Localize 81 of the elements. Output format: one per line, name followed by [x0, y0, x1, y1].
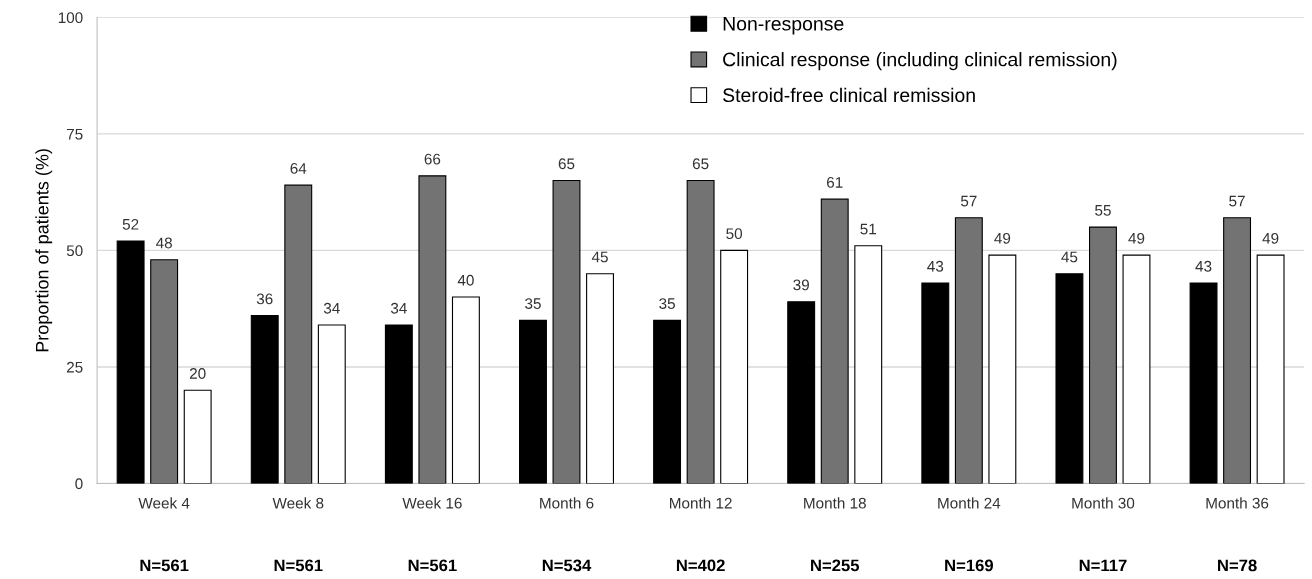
y-tick-label: 25	[66, 361, 83, 373]
bar	[820, 198, 849, 484]
bar	[518, 319, 547, 484]
bar	[1189, 282, 1218, 484]
bar	[954, 217, 983, 484]
data-label: 64	[290, 162, 307, 174]
data-label: 40	[457, 274, 474, 286]
text: N=534	[542, 559, 592, 572]
x-tick-label: Month 18	[804, 497, 866, 509]
x-tick-label: Month 24	[938, 497, 1001, 509]
text: N=169	[945, 559, 994, 572]
bar	[586, 273, 614, 484]
text: N=561	[408, 559, 457, 572]
bar	[183, 389, 212, 484]
data-label: 49	[994, 232, 1011, 244]
y-axis-title: Proportion of patients (%)	[35, 149, 53, 352]
bar	[418, 175, 447, 484]
data-label: 49	[1128, 232, 1145, 244]
legend-label: Non-response	[723, 17, 844, 35]
data-label: 35	[659, 298, 675, 309]
data-label: 55	[1095, 205, 1111, 216]
legend-label: Clinical response (including clinical remission)	[723, 52, 1117, 71]
text: N=78	[1218, 559, 1257, 572]
data-label: 50	[726, 228, 743, 240]
bar	[250, 315, 279, 484]
x-tick-label: Week 16	[402, 497, 462, 509]
data-label: 39	[793, 279, 809, 291]
data-label: 49	[1262, 232, 1279, 244]
bar	[988, 254, 1017, 484]
bar	[1256, 254, 1285, 484]
data-label: 43	[1195, 260, 1212, 272]
data-label: 45	[591, 251, 608, 263]
data-label: 66	[424, 153, 441, 165]
bar	[451, 296, 480, 484]
bar	[116, 240, 145, 484]
x-tick-label: Week 4	[138, 497, 190, 509]
text: N=402	[676, 559, 725, 572]
bar	[653, 319, 682, 484]
bar	[720, 249, 749, 484]
bar	[1055, 273, 1084, 484]
y-tick-label: 0	[75, 478, 83, 490]
data-label: 57	[1229, 195, 1245, 207]
y-tick-label: 50	[66, 245, 83, 257]
x-tick-label: Week 8	[272, 497, 324, 509]
data-label: 34	[390, 302, 407, 314]
data-label: 65	[692, 158, 709, 170]
bar	[686, 179, 715, 484]
bar	[1223, 217, 1252, 484]
data-label: 45	[1061, 251, 1078, 263]
data-label: 36	[256, 293, 273, 305]
bar	[384, 324, 413, 484]
bar	[150, 259, 179, 484]
data-label: 48	[156, 237, 172, 249]
text: N=255	[811, 559, 860, 572]
data-label: 57	[960, 195, 977, 207]
x-tick-label: Month 12	[670, 497, 732, 509]
bar	[1122, 254, 1151, 484]
data-label: 34	[323, 302, 340, 314]
bar	[854, 245, 883, 484]
data-label: 35	[525, 298, 541, 309]
text: N=561	[274, 559, 323, 572]
data-label: 65	[558, 158, 575, 170]
data-label: 51	[860, 223, 876, 235]
bar	[317, 324, 346, 484]
bar	[921, 282, 950, 484]
data-label: 61	[827, 176, 843, 188]
data-label: 43	[927, 260, 944, 272]
x-tick-label: Month 6	[540, 497, 594, 509]
data-label: 20	[189, 368, 206, 379]
text: N=117	[1079, 559, 1127, 572]
y-tick-label: 75	[66, 128, 83, 140]
legend-label: Steroid-free clinical remission	[723, 87, 975, 103]
bar	[787, 301, 816, 484]
bar	[552, 179, 581, 484]
x-tick-label: Month 30	[1072, 497, 1135, 509]
bar	[1088, 226, 1117, 484]
text: N=561	[140, 559, 189, 572]
bar	[284, 184, 313, 484]
y-tick-label: 100	[58, 12, 83, 24]
data-label: 52	[122, 218, 139, 230]
x-tick-label: Month 36	[1206, 497, 1269, 509]
